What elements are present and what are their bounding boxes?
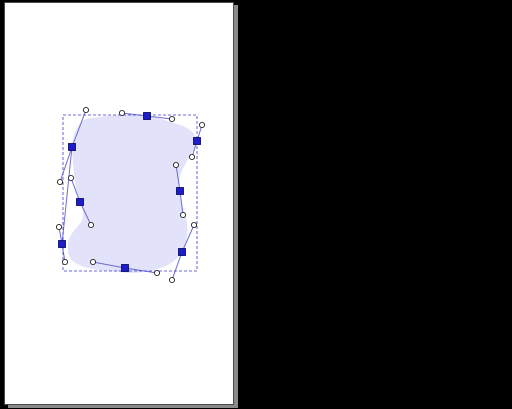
- control-handle-16[interactable]: [55, 223, 63, 231]
- path-node-7[interactable]: [76, 198, 84, 206]
- control-handle-9[interactable]: [168, 276, 176, 284]
- control-handle-2[interactable]: [118, 109, 126, 117]
- path-nodes: [58, 112, 201, 272]
- control-handle-7[interactable]: [179, 211, 187, 219]
- control-handle-8[interactable]: [190, 221, 198, 229]
- path-node-8[interactable]: [58, 240, 66, 248]
- control-handle-14[interactable]: [67, 174, 75, 182]
- path-node-6[interactable]: [121, 264, 129, 272]
- control-handle-5[interactable]: [188, 153, 196, 161]
- path-node-2[interactable]: [143, 112, 151, 120]
- control-handle-6[interactable]: [172, 161, 180, 169]
- control-handle-12[interactable]: [61, 258, 69, 266]
- path-node-5[interactable]: [178, 248, 186, 256]
- control-handle-4[interactable]: [198, 121, 206, 129]
- control-handle-1[interactable]: [82, 106, 90, 114]
- control-handle-11[interactable]: [89, 258, 97, 266]
- control-handle-15[interactable]: [87, 221, 95, 229]
- path-node-4[interactable]: [176, 187, 184, 195]
- control-handle-3[interactable]: [168, 115, 176, 123]
- selection-bounding-box: [62, 114, 198, 272]
- bezier-shape-fill[interactable]: [67, 114, 196, 273]
- control-handles: [55, 106, 206, 284]
- path-node-1[interactable]: [68, 143, 76, 151]
- control-handle-13[interactable]: [56, 178, 64, 186]
- path-node-3[interactable]: [193, 137, 201, 145]
- control-handle-10[interactable]: [153, 269, 161, 277]
